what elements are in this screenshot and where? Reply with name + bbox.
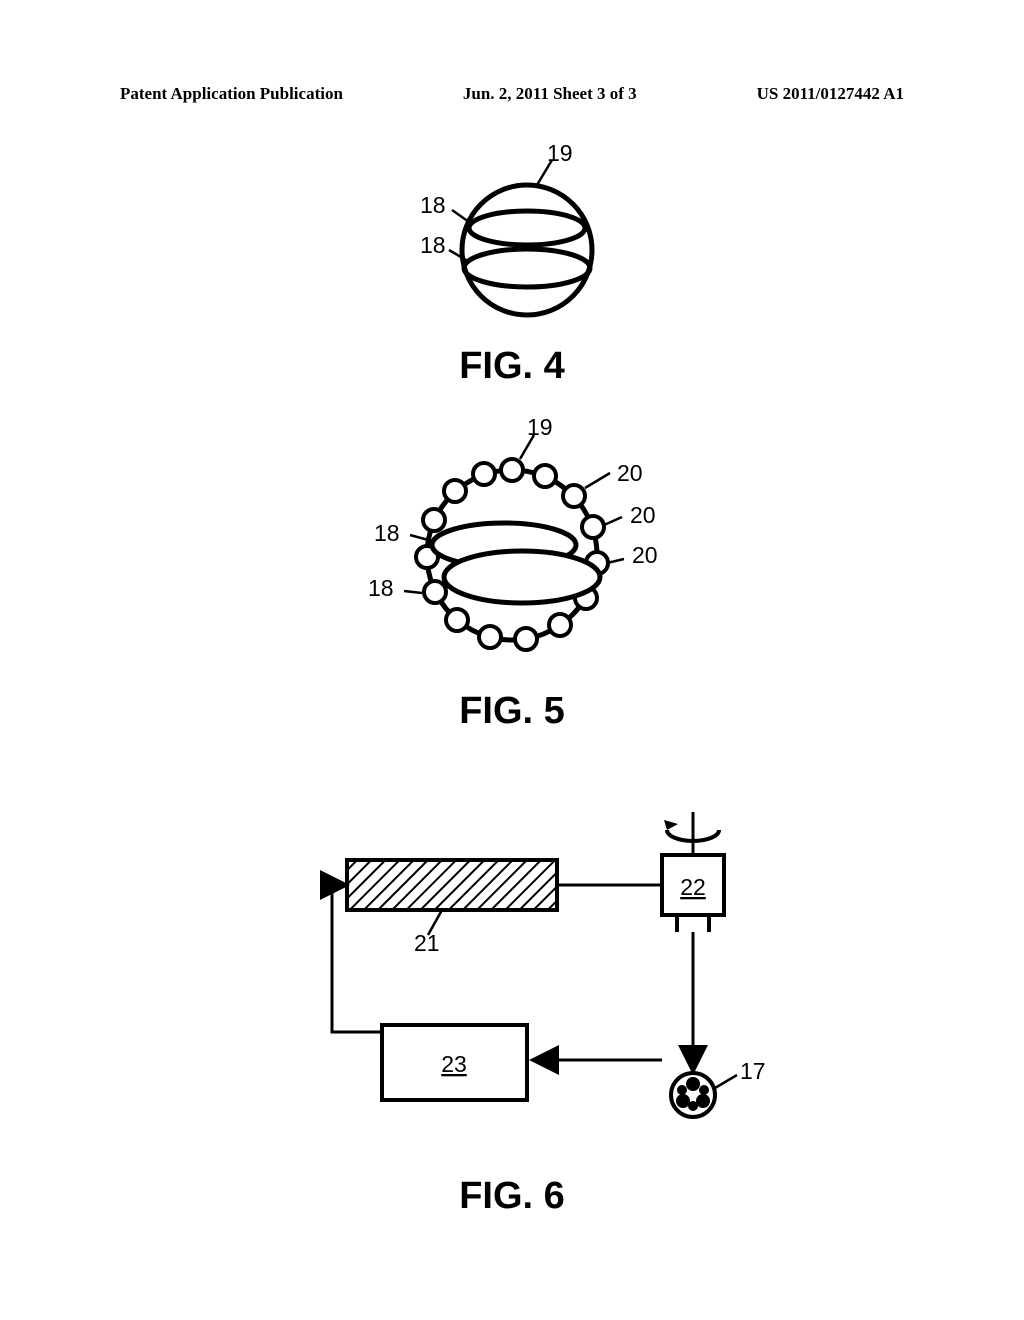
- fig5-label-20a: 20: [617, 460, 643, 487]
- fig4-label-19: 19: [547, 140, 573, 167]
- fig5-svg: [352, 420, 672, 670]
- fig6-box22-text: 22: [680, 874, 706, 900]
- fig5-label-18b: 18: [368, 575, 394, 602]
- fig4-label-18a: 18: [420, 192, 446, 219]
- header-left: Patent Application Publication: [120, 84, 343, 104]
- fig6-label-21: 21: [414, 930, 440, 957]
- fig6-box23-text: 23: [441, 1051, 467, 1077]
- fig5-caption: FIG. 5: [459, 690, 565, 733]
- page-header: Patent Application Publication Jun. 2, 2…: [0, 84, 1024, 104]
- fig4-caption: FIG. 4: [459, 345, 565, 388]
- figure-4: 19 18 18: [382, 150, 642, 335]
- figure-6: 22 23 21 17: [232, 800, 792, 1165]
- fig6-svg: 22 23: [232, 800, 792, 1160]
- fig6-caption: FIG. 6: [459, 1175, 565, 1218]
- figure-5: 19 20 20 20 18 18: [352, 420, 672, 675]
- fig6-label-17: 17: [740, 1058, 766, 1085]
- fig5-label-19: 19: [527, 414, 553, 441]
- fig4-label-18b: 18: [420, 232, 446, 259]
- fig5-label-20b: 20: [630, 502, 656, 529]
- header-right: US 2011/0127442 A1: [757, 84, 904, 104]
- fig5-label-18a: 18: [374, 520, 400, 547]
- header-center: Jun. 2, 2011 Sheet 3 of 3: [463, 84, 637, 104]
- fig5-label-20c: 20: [632, 542, 658, 569]
